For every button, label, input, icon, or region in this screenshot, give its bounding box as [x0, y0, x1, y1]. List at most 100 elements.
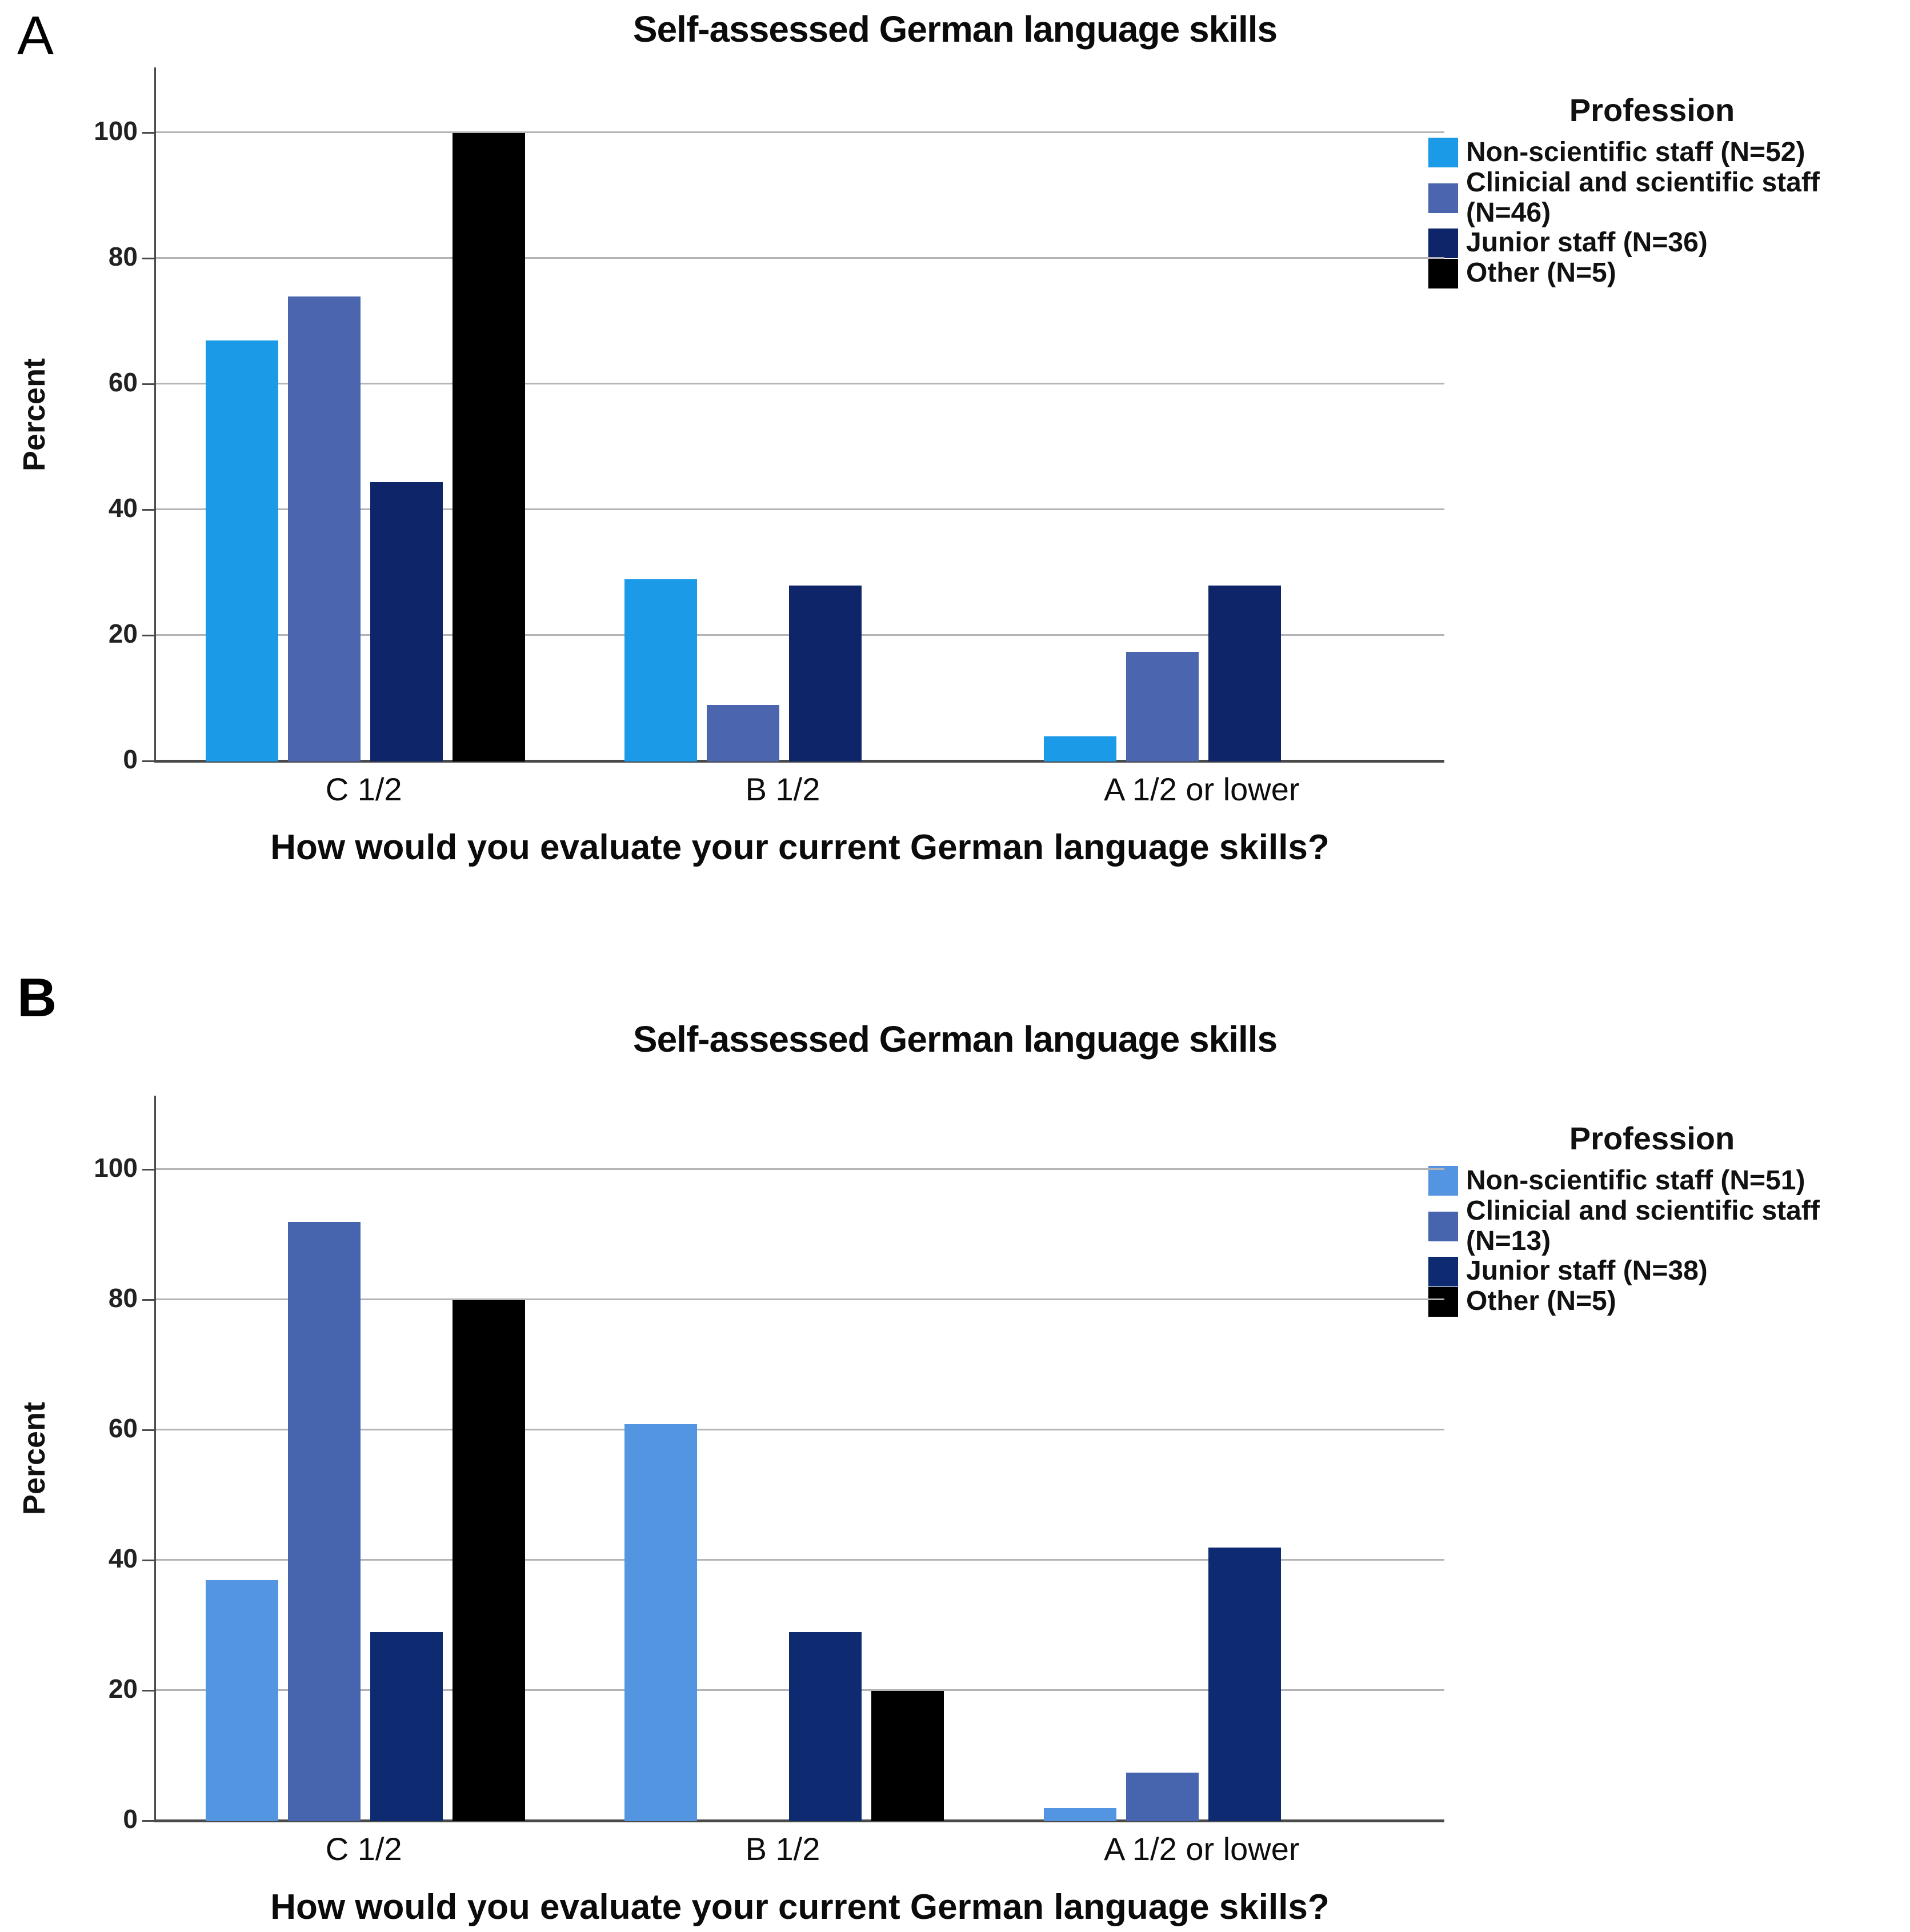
gridline-80 [156, 257, 1444, 259]
panel-b-label: B [17, 967, 57, 1028]
legend-swatch-non-scientific-staff-n-51 [1428, 1166, 1458, 1196]
bar-group-c-1-2 [156, 133, 575, 761]
legend-swatch-junior-staff-n-38 [1428, 1256, 1458, 1286]
chart-title-b: Self-assessed German language skills [632, 1019, 1278, 1060]
legend-swatch-clinicial-and-scientific-staff-n-13 [1428, 1211, 1458, 1241]
gridline-60 [156, 383, 1444, 384]
bar-junior-staff-n-36-b-1-2 [789, 586, 862, 761]
panel-a: A Self-assessed German language skills P… [0, 0, 1910, 868]
chart-title-a: Self-assessed German language skills [632, 9, 1278, 50]
y-axis-title-column: Percent [0, 1096, 69, 1927]
y-tick-label-40: 40 [108, 1544, 138, 1573]
bar-junior-staff-n-38-b-1-2 [789, 1632, 862, 1821]
bar-slot-clinicial-and-scientific-staff-n-46-b-1-2 [707, 133, 780, 761]
bar-slot-non-scientific-staff-n-51-c-1-2 [206, 1170, 279, 1821]
bar-groups [156, 133, 1413, 761]
bar-slot-clinicial-and-scientific-staff-n-13-c-1-2 [288, 1170, 361, 1821]
x-tick-label-c-1-2: C 1/2 [325, 771, 402, 807]
legend-item-label: Non-scientific staff (N=51) [1466, 1165, 1805, 1196]
y-tick-label-100: 100 [94, 116, 138, 146]
x-tick-label-b-1-2: B 1/2 [745, 1831, 820, 1867]
bar-junior-staff-n-38-c-1-2 [370, 1632, 443, 1821]
legend-title: Profession [1569, 1120, 1735, 1156]
bar-non-scientific-staff-n-51-b-1-2 [624, 1424, 698, 1821]
plot-area: 0 20 40 60 80 100 [94, 67, 1444, 774]
legend-items: Non-scientific staff (N=51) Clinicial and… [1428, 1165, 1910, 1317]
legend-swatch-other-n-5 [1428, 258, 1458, 288]
bar-group-a-1-2-or-lower [994, 1170, 1413, 1821]
x-tick-row: C 1/2 B 1/2 A 1/2 or lower [154, 1830, 1411, 1867]
bar-slot-clinicial-and-scientific-staff-n-13-b-1-2 [707, 1170, 779, 1821]
y-tick-mark-20 [142, 635, 154, 636]
legend-item-non-scientific-staff-n-52: Non-scientific staff (N=52) [1428, 137, 1910, 168]
bar-non-scientific-staff-n-51-a-1-2-or-lower [1043, 1808, 1116, 1821]
y-tick-mark-80 [142, 1299, 154, 1301]
bar-slot-junior-staff-n-38-c-1-2 [370, 1170, 443, 1821]
bar-group-b-1-2 [575, 133, 994, 761]
x-axis-title: How would you evaluate your current Germ… [270, 1887, 1330, 1927]
legend-swatch-junior-staff-n-36 [1428, 228, 1458, 258]
legend: Profession Non-scientific staff (N=51) Cl… [1411, 1096, 1910, 1927]
bar-slot-non-scientific-staff-n-52-a-1-2-or-lower [1043, 133, 1116, 761]
legend-swatch-clinicial-and-scientific-staff-n-46 [1428, 183, 1458, 213]
y-tick-mark-20 [142, 1690, 154, 1691]
y-tick-label-20: 20 [108, 619, 138, 648]
bar-slot-clinicial-and-scientific-staff-n-13-a-1-2-or-lower [1126, 1170, 1199, 1821]
figure-a: Percent 0 20 40 60 80 100 C 1/2 B 1/2 A 1/2 or … [0, 67, 1910, 868]
legend-item-label: Other (N=5) [1466, 1286, 1616, 1317]
x-tick-label-a-1-2-or-lower: A 1/2 or lower [1104, 1831, 1300, 1867]
bar-slot-other-n-5-a-1-2-or-lower [1291, 1170, 1363, 1821]
legend-item-label: Clinicial and scientific staff (N=13) [1466, 1195, 1820, 1256]
bar-clinicial-and-scientific-staff-n-46-c-1-2 [288, 296, 361, 761]
gridline-100 [156, 1168, 1444, 1170]
bar-non-scientific-staff-n-51-c-1-2 [206, 1580, 279, 1821]
bar-non-scientific-staff-n-52-c-1-2 [206, 340, 279, 761]
y-tick-label-60: 60 [108, 1413, 138, 1443]
y-tick-label-40: 40 [108, 493, 138, 523]
bar-slot-other-n-5-c-1-2 [453, 1170, 526, 1821]
bar-junior-staff-n-38-a-1-2-or-lower [1208, 1548, 1281, 1821]
plot-area: 0 20 40 60 80 100 [94, 1096, 1444, 1834]
gridline-80 [156, 1298, 1444, 1300]
bar-group-a-1-2-or-lower [994, 133, 1413, 761]
y-tick-label-60: 60 [108, 367, 138, 397]
bars-layer: 0 20 40 60 80 100 [94, 1153, 1444, 1834]
bar-slot-junior-staff-n-38-b-1-2 [789, 1170, 862, 1821]
x-tick-label-b-1-2: B 1/2 [745, 771, 820, 807]
bars-layer: 0 20 40 60 80 100 [94, 116, 1444, 774]
legend-item-label: Other (N=5) [1466, 258, 1616, 288]
bar-slot-junior-staff-n-36-b-1-2 [789, 133, 862, 761]
bar-junior-staff-n-36-c-1-2 [370, 482, 443, 761]
y-tick-mark-0 [142, 1820, 154, 1822]
legend-items: Non-scientific staff (N=52) Clinicial and… [1428, 137, 1910, 288]
bar-slot-other-n-5-a-1-2-or-lower [1291, 133, 1363, 761]
bar-slot-junior-staff-n-36-c-1-2 [370, 133, 443, 761]
bar-non-scientific-staff-n-52-b-1-2 [624, 579, 698, 761]
bar-other-n-5-b-1-2 [871, 1691, 944, 1821]
plot-column: 0 20 40 60 80 100 C 1/2 B 1/2 A 1/2 or lower Ho… [94, 1096, 1444, 1927]
x-tick-label-c-1-2: C 1/2 [325, 1831, 402, 1867]
y-tick-label-80: 80 [108, 1283, 138, 1313]
bar-non-scientific-staff-n-52-a-1-2-or-lower [1043, 736, 1116, 761]
legend-title: Profession [1569, 92, 1735, 128]
legend-item-label: Junior staff (N=36) [1466, 227, 1708, 258]
bar-other-n-5-c-1-2 [453, 1300, 526, 1821]
legend-swatch-other-n-5 [1428, 1286, 1458, 1317]
legend-item-other-n-5: Other (N=5) [1428, 258, 1910, 288]
gridline-40 [156, 1559, 1444, 1561]
figure-b: Percent 0 20 40 60 80 100 C 1/2 B 1/2 A 1/2 or … [0, 1096, 1910, 1927]
y-tick-mark-40 [142, 509, 154, 511]
y-axis-title: Percent [17, 358, 52, 471]
panel-a-label: A [17, 5, 54, 66]
gridline-40 [156, 508, 1444, 510]
panel-b: B Self-assessed German language skills P… [0, 943, 1910, 1927]
bar-other-n-5-c-1-2 [453, 133, 526, 761]
bar-clinicial-and-scientific-staff-n-46-b-1-2 [707, 705, 780, 761]
bar-slot-non-scientific-staff-n-51-b-1-2 [624, 1170, 698, 1821]
bar-group-b-1-2 [575, 1170, 994, 1821]
legend-item-label: Clinicial and scientific staff (N=46) [1466, 167, 1820, 228]
legend-item-clinicial-and-scientific-staff-n-13: Clinicial and scientific staff (N=13) [1428, 1196, 1910, 1257]
bar-clinicial-and-scientific-staff-n-13-c-1-2 [288, 1222, 361, 1821]
y-tick-mark-100 [142, 1169, 154, 1171]
y-tick-mark-100 [142, 132, 154, 134]
